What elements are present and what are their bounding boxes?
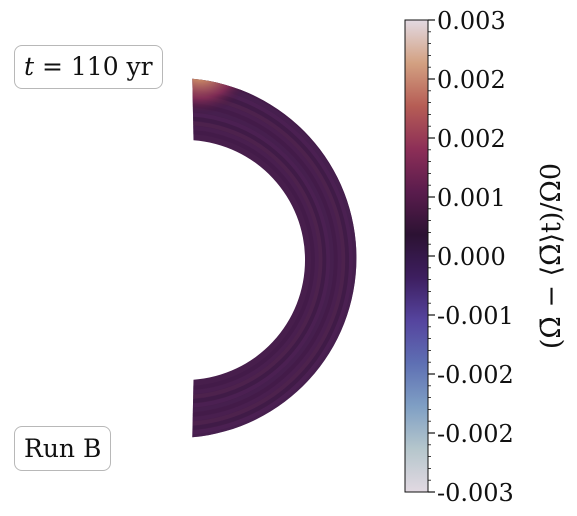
colorbar-tick-label: 0.003 [437,7,506,35]
contour-band [192,85,353,435]
time-annotation: t = 110 yr [14,45,163,89]
colorbar-label: (Ω̄ − ⟨Ω̄⟩t)/Ω0 [536,163,567,349]
contour-band [192,125,319,395]
contour-band [192,121,323,399]
shell-contour-bands [192,78,357,438]
colorbar-tick-label: -0.002 [437,420,514,448]
colorbar-fill [404,19,429,493]
contour-band [192,130,315,390]
colorbar-tick-label: 0.001 [437,184,506,212]
colorbar-tick-label: 0.000 [437,243,506,271]
time-variable: t [24,52,35,81]
contour-band [192,89,350,431]
run-annotation: Run B [14,426,112,471]
colorbar-tick-label: -0.001 [437,302,514,330]
contour-band [192,107,334,413]
south-tip-feature [192,420,220,438]
colorbar-tick-label: 0.002 [437,125,506,153]
colorbar-tick-label: -0.003 [437,479,514,507]
contour-band [192,112,331,408]
contour-band [192,103,338,417]
contour-band [192,94,346,426]
time-value: = 110 yr [34,52,153,81]
colorbar-ticks: 0.003 0.002 0.002 0.001 0.000 -0.001 -0.002 -0.… [428,7,514,507]
contour-band [192,78,357,438]
contour-band [192,98,342,422]
colorbar: 0.003 0.002 0.002 0.001 0.000 -0.001 -0.002 -0.… [404,7,567,507]
contour-band [192,80,357,438]
colorbar-tick-label: -0.002 [437,361,514,389]
meridional-shell-plot [192,78,357,438]
colorbar-tick-label: 0.002 [437,66,506,94]
contour-band [192,116,327,404]
